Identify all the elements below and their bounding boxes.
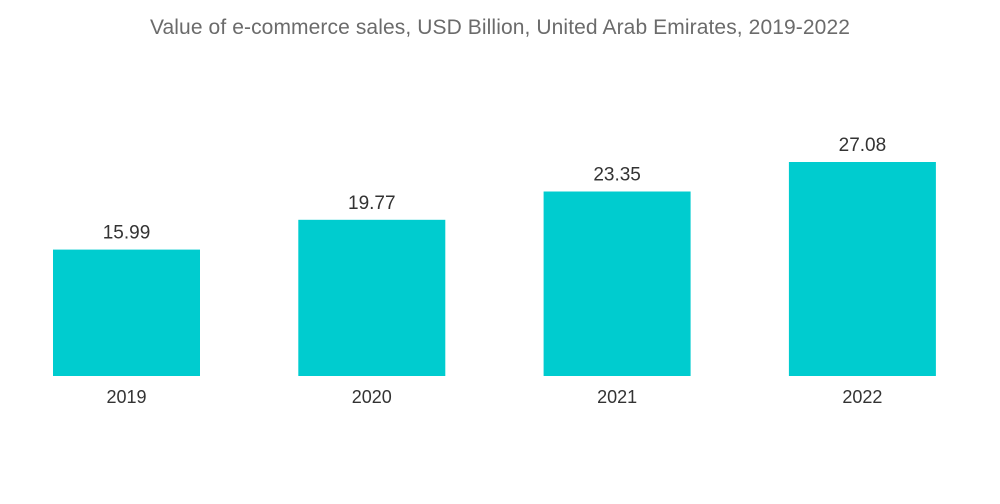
x-tick-label-2021: 2021 — [597, 387, 637, 407]
value-label-2020: 19.77 — [348, 193, 396, 214]
bar-2022 — [788, 162, 936, 376]
bar-2021 — [543, 191, 691, 376]
x-tick-label-2022: 2022 — [842, 387, 882, 407]
chart-title: Value of e-commerce sales, USD Billion, … — [149, 16, 851, 39]
x-tick-label-group: 2019 2020 2021 2022 — [106, 387, 882, 407]
bar-group — [53, 162, 936, 376]
bar-2020 — [298, 219, 446, 376]
x-tick-label-2020: 2020 — [352, 387, 392, 407]
value-label-2019: 15.99 — [103, 223, 151, 244]
bar-2019 — [53, 249, 200, 376]
value-label-2022: 27.08 — [839, 135, 887, 156]
x-tick-label-2019: 2019 — [106, 387, 146, 407]
value-label-group: 15.99 19.77 23.35 27.08 — [103, 135, 886, 244]
value-label-2021: 23.35 — [593, 165, 641, 186]
